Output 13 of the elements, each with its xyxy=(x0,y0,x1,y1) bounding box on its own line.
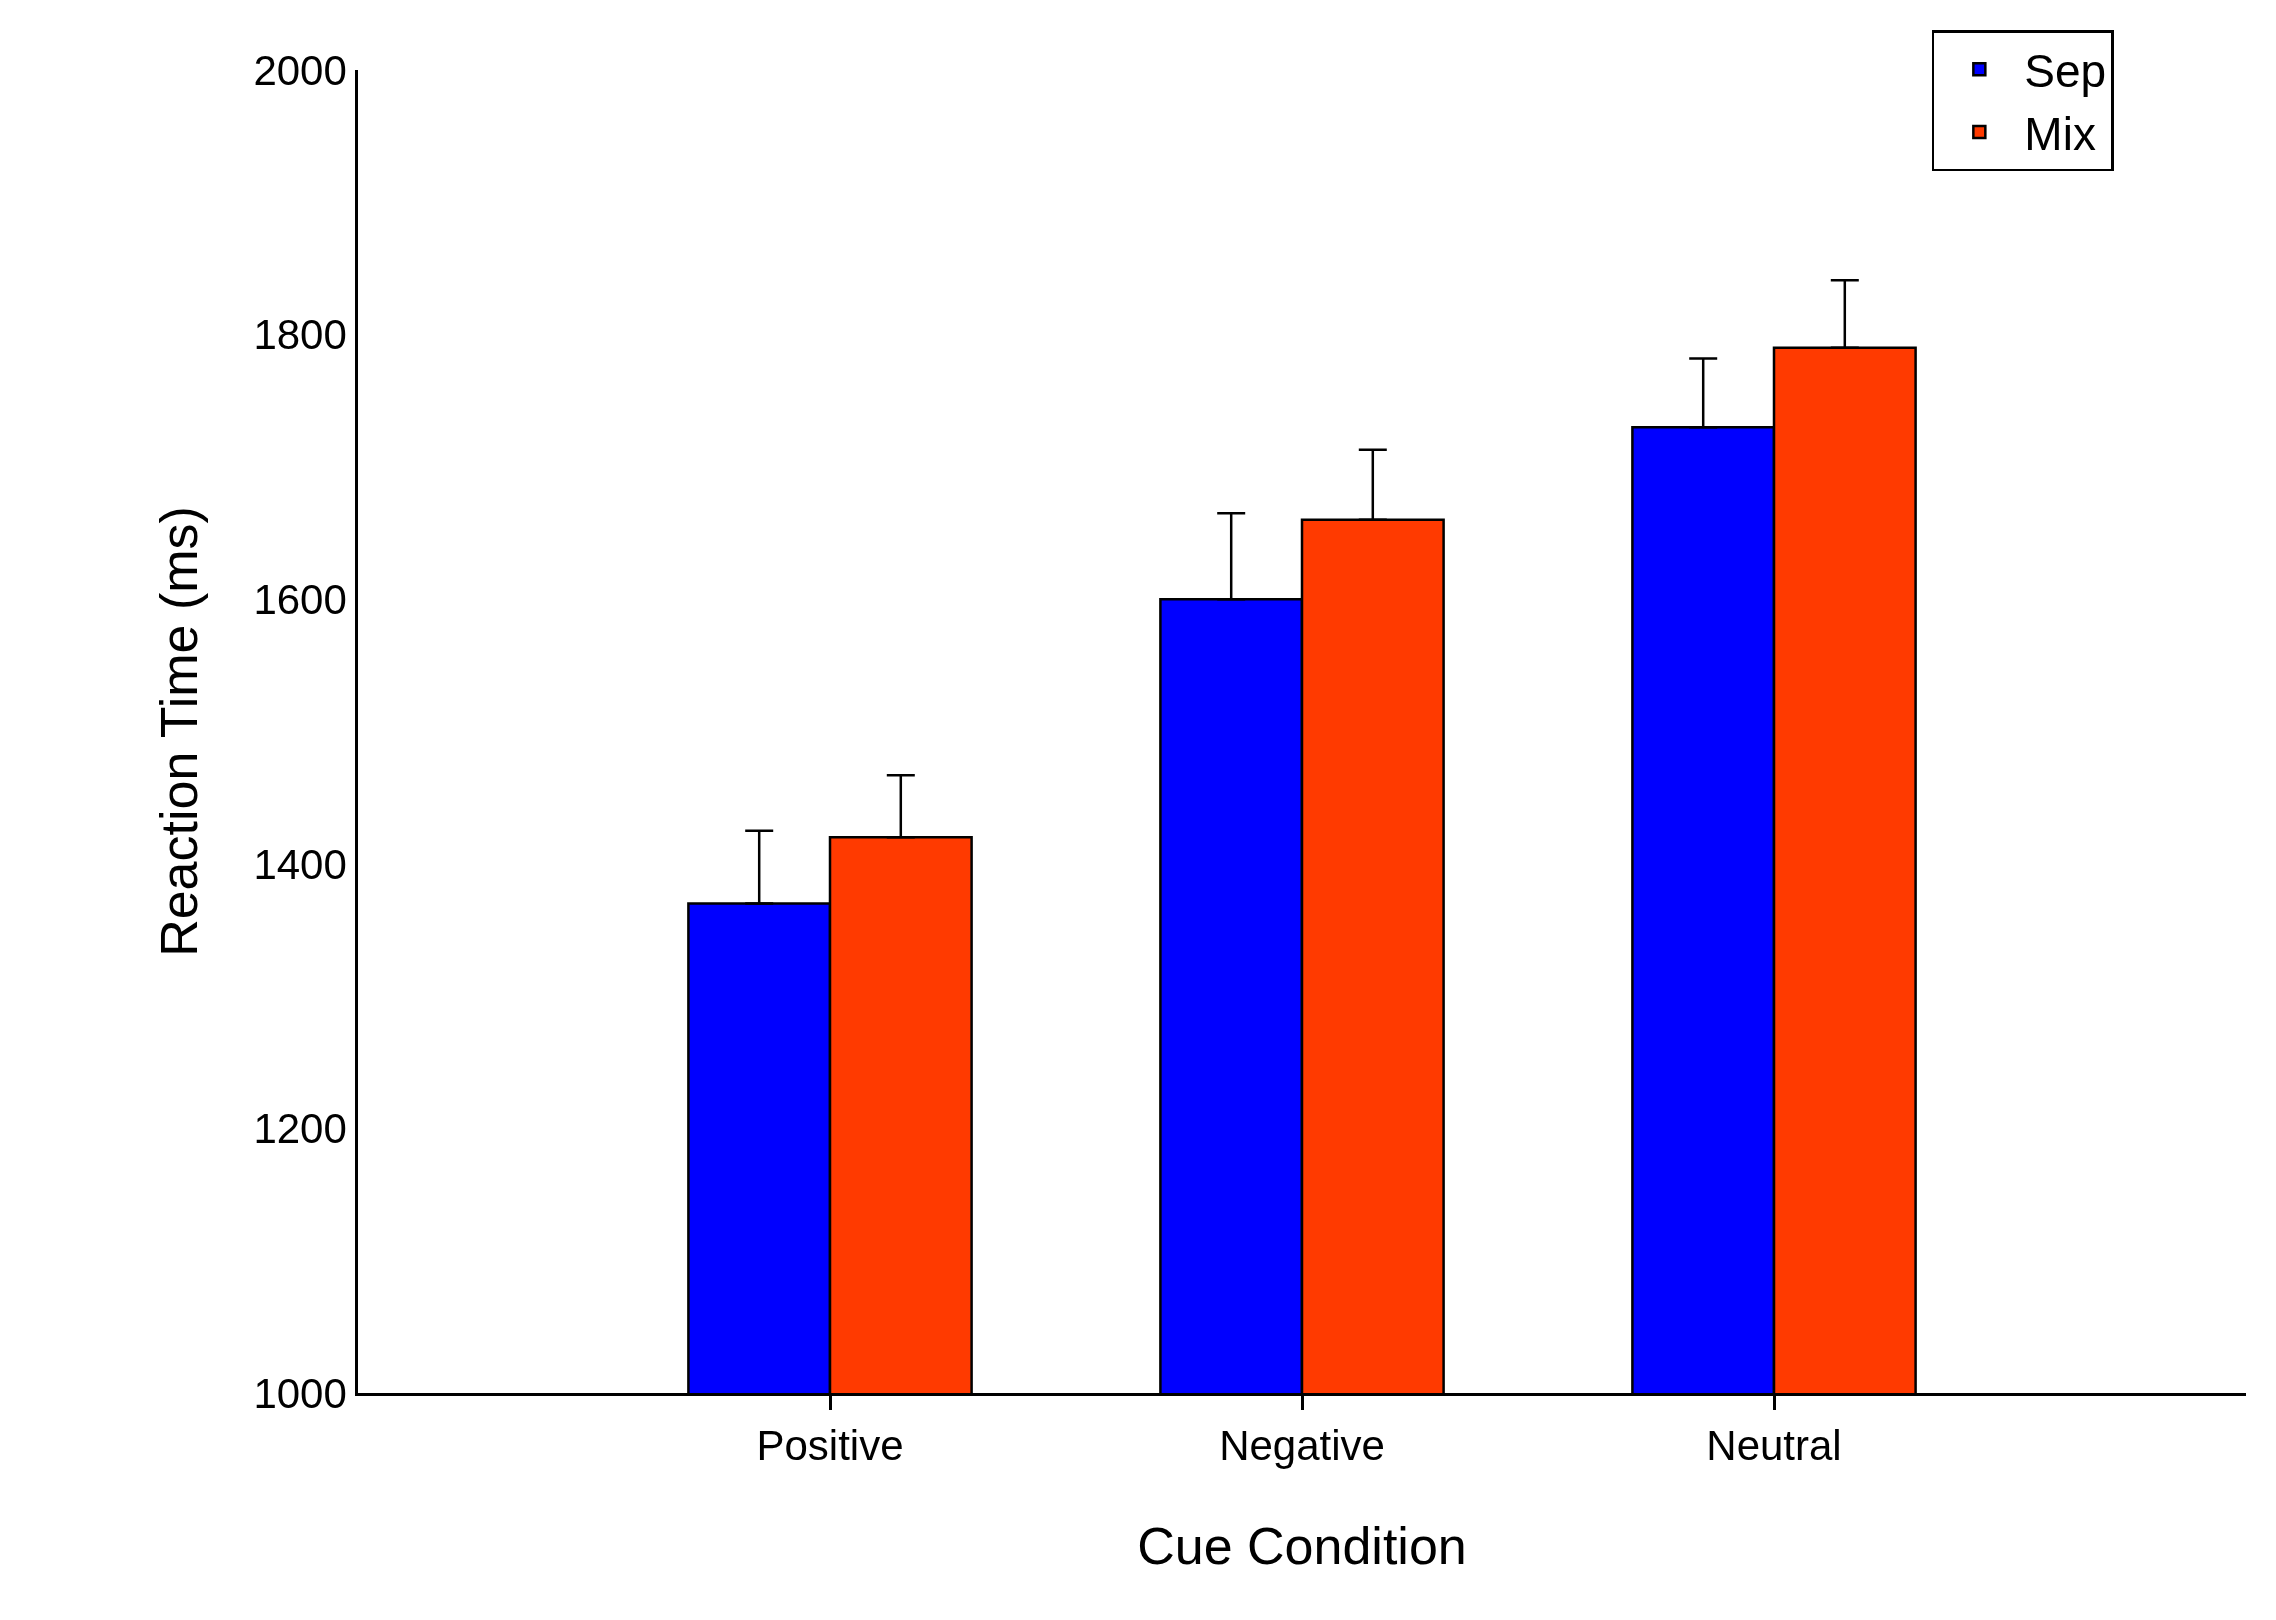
y-tick-label: 1200 xyxy=(253,1105,347,1153)
x-tick-label: Negative xyxy=(1219,1422,1385,1470)
y-tick-label: 1600 xyxy=(253,575,347,623)
legend-label: Sep xyxy=(2024,45,2107,98)
y-tick-label: 1000 xyxy=(253,1369,347,1417)
y-axis-title: Reaction Time (ms) xyxy=(149,506,208,957)
x-tick-label: Positive xyxy=(756,1422,904,1470)
y-tick-label: 2000 xyxy=(253,46,347,94)
y-tick-label: 1800 xyxy=(253,311,347,359)
y-tick-label: 1400 xyxy=(253,840,347,888)
x-axis-title: Cue Condition xyxy=(1137,1517,1467,1576)
x-tick-label: Neutral xyxy=(1706,1422,1842,1470)
legend-label: Mix xyxy=(2024,107,2096,160)
